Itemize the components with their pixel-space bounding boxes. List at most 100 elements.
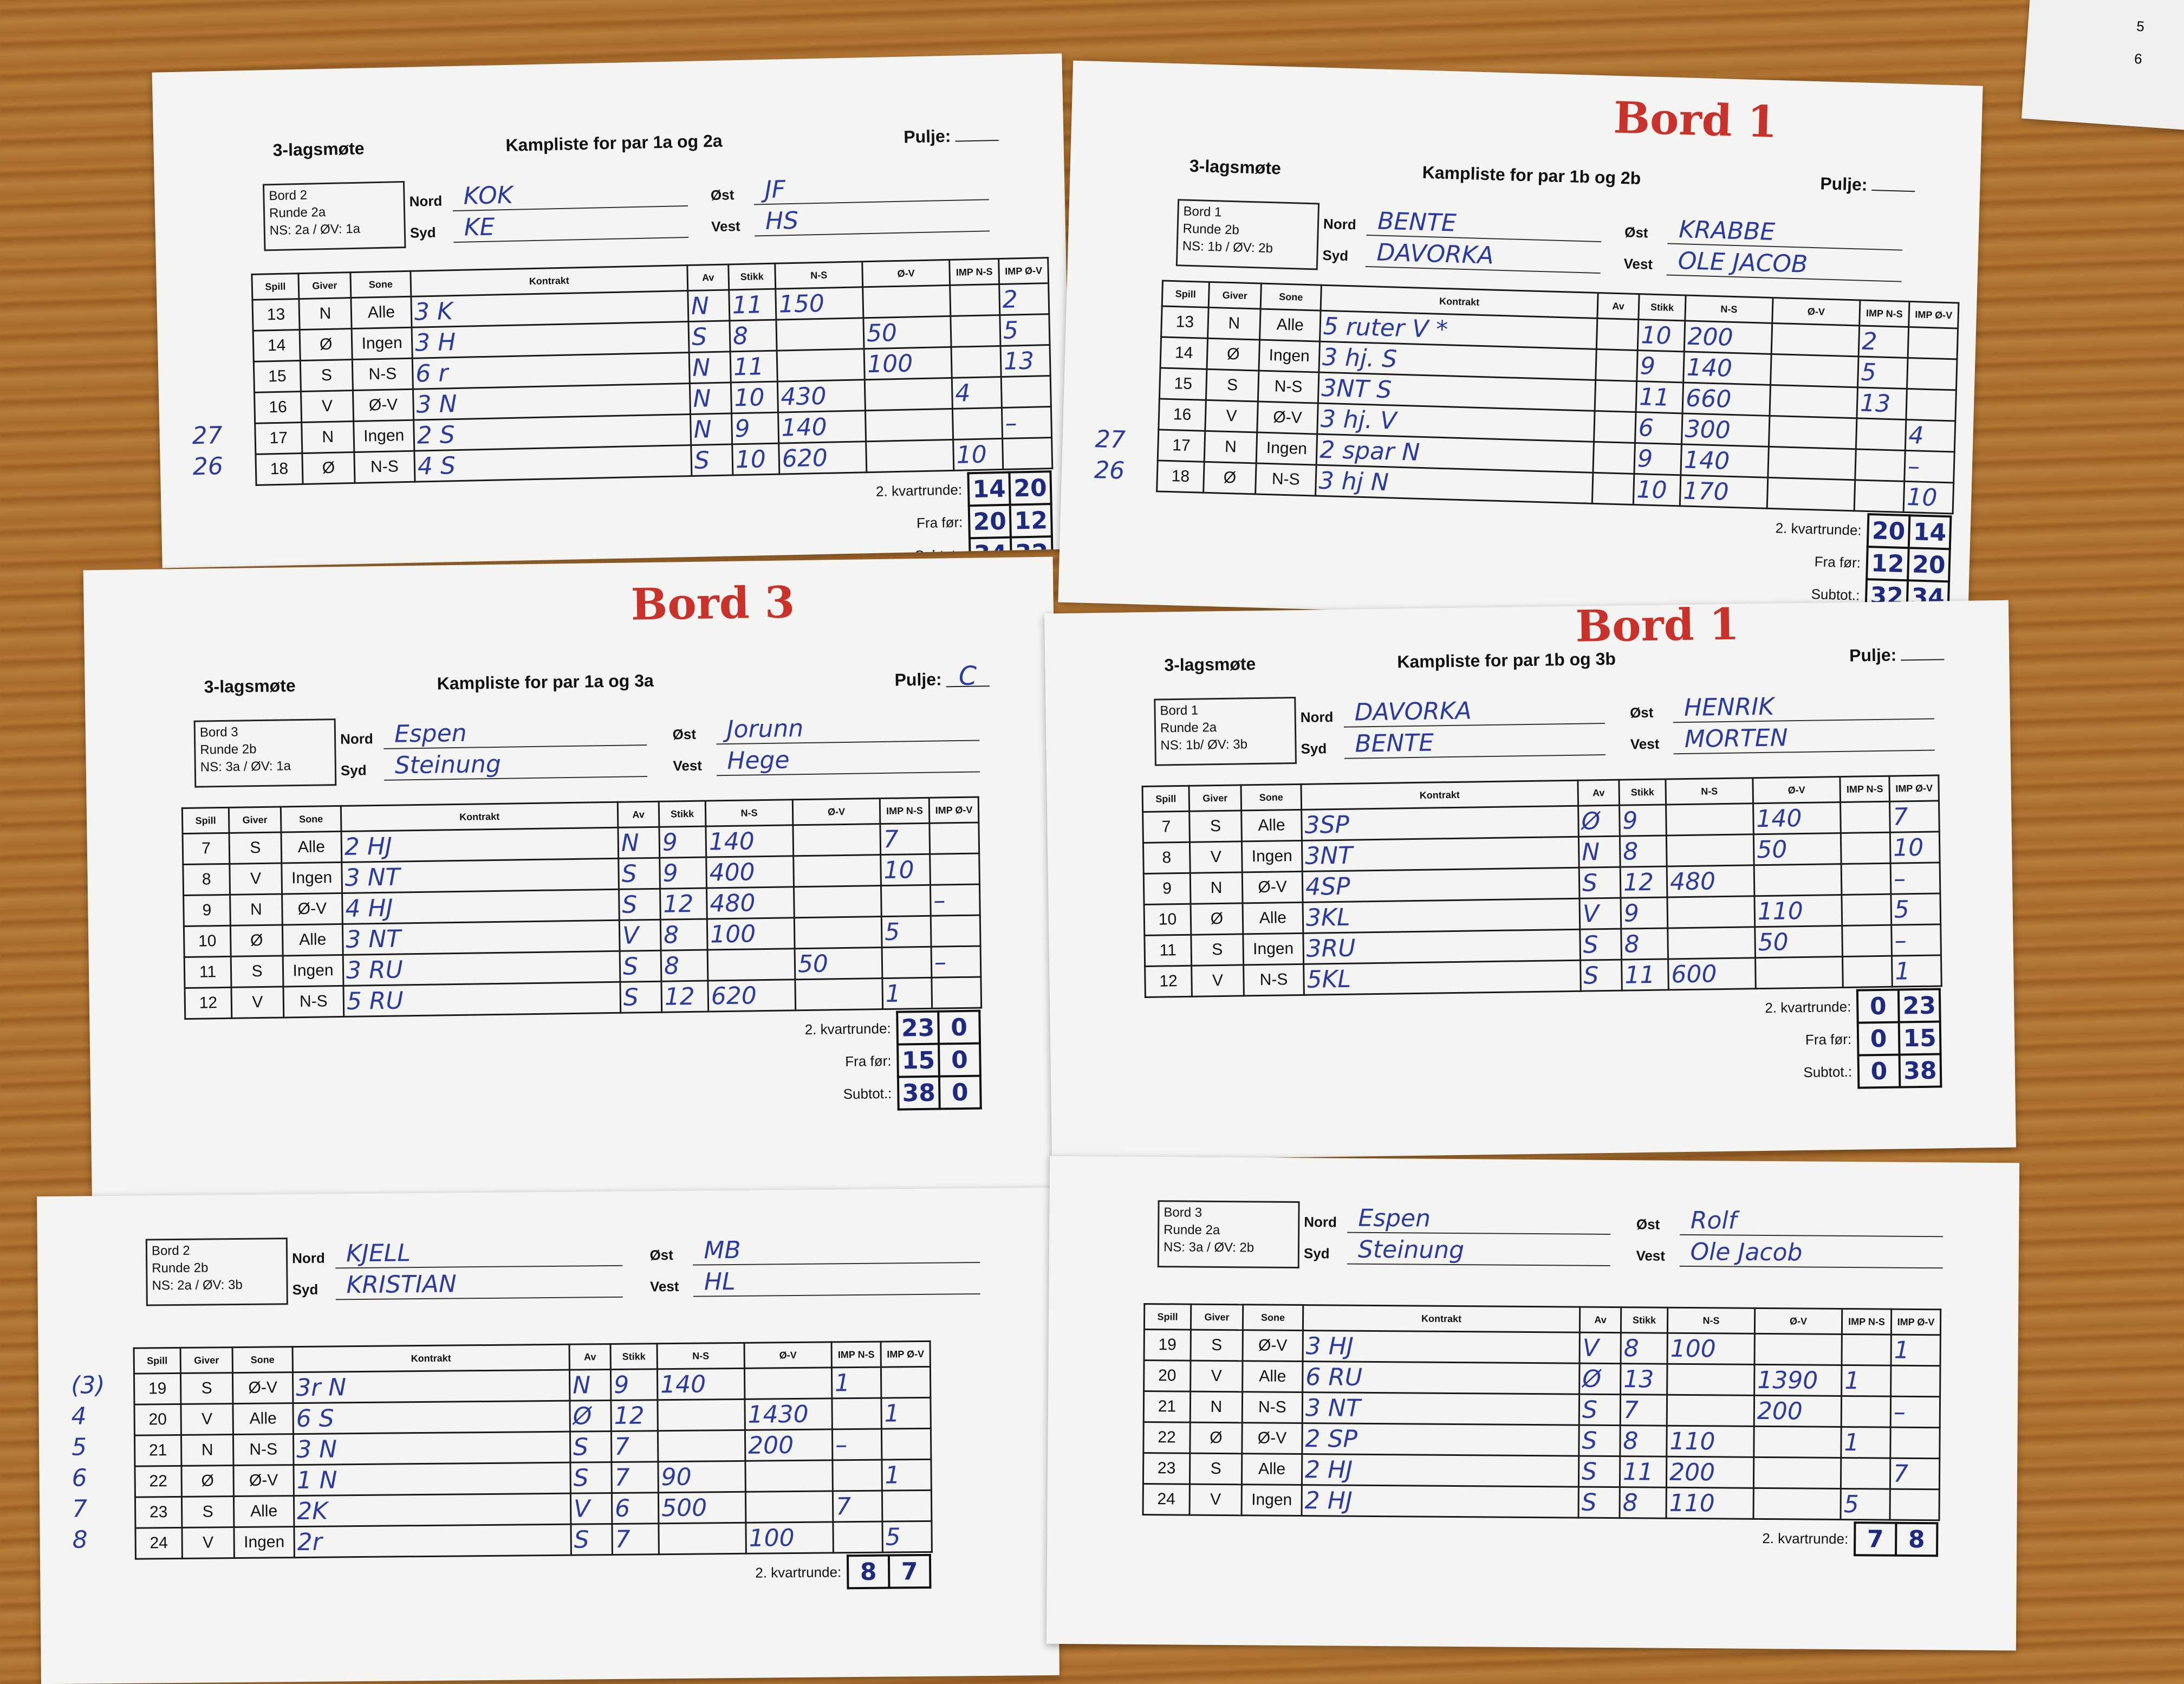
cell-contract: 3 K <box>411 290 688 328</box>
sheet-header: 3-lagsmøte Kampliste for par 1a og 2a Pulj… <box>272 125 999 173</box>
cell-score-ew <box>1755 956 1843 989</box>
total-imp-ns: 38 <box>898 1076 940 1110</box>
player-syd: Syd DAVORKA <box>1322 237 1601 275</box>
cell-score-ns: 140 <box>778 410 866 444</box>
column-header: Av <box>569 1344 611 1370</box>
cell-tricks: 7 <box>612 1523 659 1555</box>
total-imp-ew: 0 <box>939 1043 980 1077</box>
player-syd-name: Steinung <box>384 748 648 781</box>
player-ost-label: Øst <box>672 726 697 743</box>
cell-dealer: S <box>229 832 282 864</box>
totals-label: Subtot.: <box>1803 1063 1852 1080</box>
cell-contract: 1 N <box>293 1462 571 1496</box>
cell-declarer: N <box>618 827 660 859</box>
cell-board: 13 <box>252 299 300 331</box>
cell-dealer: N <box>181 1434 233 1466</box>
player-vest: Vest Ole Jacob <box>1636 1238 1943 1270</box>
player-nord-name: KJELL <box>335 1237 622 1269</box>
column-header: Stikk <box>728 263 776 290</box>
column-header: Spill <box>251 273 299 300</box>
total-imp-ns: 0 <box>1858 1054 1900 1088</box>
score-sheet: Bord 3 3-lagsmøte Kampliste for par 1a og … <box>83 556 1062 1221</box>
player-vest-name: OLE JACOB <box>1667 247 1902 282</box>
totals-table: 2. kvartrunde: 7 8 <box>1761 1521 1938 1557</box>
pulje-field: Pulje: C <box>894 661 990 691</box>
cell-imp-ns: 2 <box>1858 325 1909 358</box>
cell-dealer: Ø <box>1191 903 1243 935</box>
cell-contract: 6 S <box>292 1401 570 1434</box>
cell-tricks: 8 <box>660 919 708 951</box>
player-nord: Nord Espen <box>340 717 647 751</box>
totals-label: 2. kvartrunde: <box>755 1563 842 1581</box>
column-header: IMP N-S <box>1839 776 1890 802</box>
totals-table: 2. kvartrunde: 20 14 Fra før: 12 20 Subtot.: 32… <box>1772 510 1952 615</box>
cell-tricks: 9 <box>731 412 779 444</box>
cell-score-ns: 480 <box>1667 865 1754 897</box>
player-syd-label: Syd <box>1301 740 1327 757</box>
cell-score-ns <box>1667 1364 1755 1396</box>
cell-score-ns: 660 <box>1682 382 1771 416</box>
total-imp-ns: 14 <box>968 472 1010 506</box>
cell-score-ew <box>1769 385 1858 418</box>
cell-board: 15 <box>1159 367 1207 400</box>
column-header: Kontrakt <box>1303 1305 1580 1333</box>
cell-score-ew <box>866 439 954 472</box>
cell-board: 8 <box>1143 842 1191 874</box>
column-header: Kontrakt <box>292 1344 570 1372</box>
cell-dealer: V <box>231 986 284 1019</box>
cell-vulnerability: Ø-V <box>1242 1422 1303 1454</box>
column-header: IMP N-S <box>1859 300 1909 327</box>
cell-score-ew <box>1769 416 1857 449</box>
table-row: 21 N N-S 3 NT S 7 200 – <box>1143 1391 1940 1428</box>
cell-score-ew <box>795 978 883 1011</box>
player-vest-label: Vest <box>711 218 740 235</box>
cell-vulnerability: Ingen <box>1242 840 1303 872</box>
player-syd: Syd KE <box>410 209 688 245</box>
margin-note: 27 <box>1095 425 1126 454</box>
total-imp-ew: 20 <box>1908 548 1950 582</box>
cell-dealer: Ø <box>302 452 355 484</box>
totals-row: Subtot.: 0 38 <box>1765 1054 1941 1089</box>
player-syd-name: Steinung <box>1347 1235 1611 1266</box>
cell-imp-ew <box>1907 358 1958 390</box>
player-vest-name: Ole Jacob <box>1679 1238 1943 1269</box>
cell-score-ew <box>1753 1488 1841 1520</box>
cell-dealer: N <box>1190 1391 1243 1423</box>
total-imp-ew: 38 <box>1899 1054 1941 1087</box>
totals-table: 2. kvartrunde: 0 23 Fra før: 0 15 Subtot.: 0 38 <box>1764 988 1942 1090</box>
cell-imp-ew <box>1908 327 1958 360</box>
cell-imp-ns <box>1842 925 1892 957</box>
player-nord: Nord KOK <box>409 178 688 213</box>
cell-imp-ns <box>1856 418 1906 451</box>
margin-note: 26 <box>1094 456 1125 485</box>
cell-contract: 4SP <box>1302 867 1580 903</box>
sheet-title: Kampliste for par 1b og 2b <box>1422 162 1641 189</box>
player-nord-label: Nord <box>1304 1214 1337 1230</box>
cell-dealer: S <box>1190 1453 1242 1485</box>
cell-imp-ns <box>1841 863 1891 895</box>
cell-score-ew: 140 <box>1753 802 1841 834</box>
cell-contract: 3r N <box>292 1370 570 1403</box>
cell-declarer: S <box>619 889 661 921</box>
player-vest-name: Hege <box>716 743 980 776</box>
cell-vulnerability: N-S <box>352 358 413 391</box>
cell-imp-ns: – <box>832 1429 882 1460</box>
cell-tricks: 8 <box>1621 1332 1668 1364</box>
column-header: IMP Ø-V <box>881 1341 931 1368</box>
score-sheet: Bord 2 Runde 2b NS: 2a / ØV: 3b Nord KJELL Øs… <box>37 1187 1060 1684</box>
player-ost: Øst MB <box>649 1234 980 1267</box>
player-syd-label: Syd <box>340 762 367 779</box>
cell-imp-ns: 1 <box>1841 1427 1891 1459</box>
round-info-line: Runde 2a <box>1160 720 1217 736</box>
cell-declarer <box>1594 411 1636 443</box>
table-row: 19 S Ø-V 3 HJ V 8 100 1 <box>1144 1329 1941 1366</box>
cell-declarer: S <box>570 1431 612 1463</box>
cell-tricks: 11 <box>1621 958 1669 991</box>
table-number-label: Bord 1 <box>1613 92 1778 148</box>
cell-tricks: 6 <box>1635 412 1683 444</box>
player-ost-name: MB <box>693 1234 980 1266</box>
cell-vulnerability: Ø-V <box>282 893 343 925</box>
total-imp-ns: 7 <box>1855 1523 1896 1556</box>
cell-imp-ns <box>1842 1334 1891 1366</box>
cell-score-ew: 200 <box>745 1429 833 1461</box>
